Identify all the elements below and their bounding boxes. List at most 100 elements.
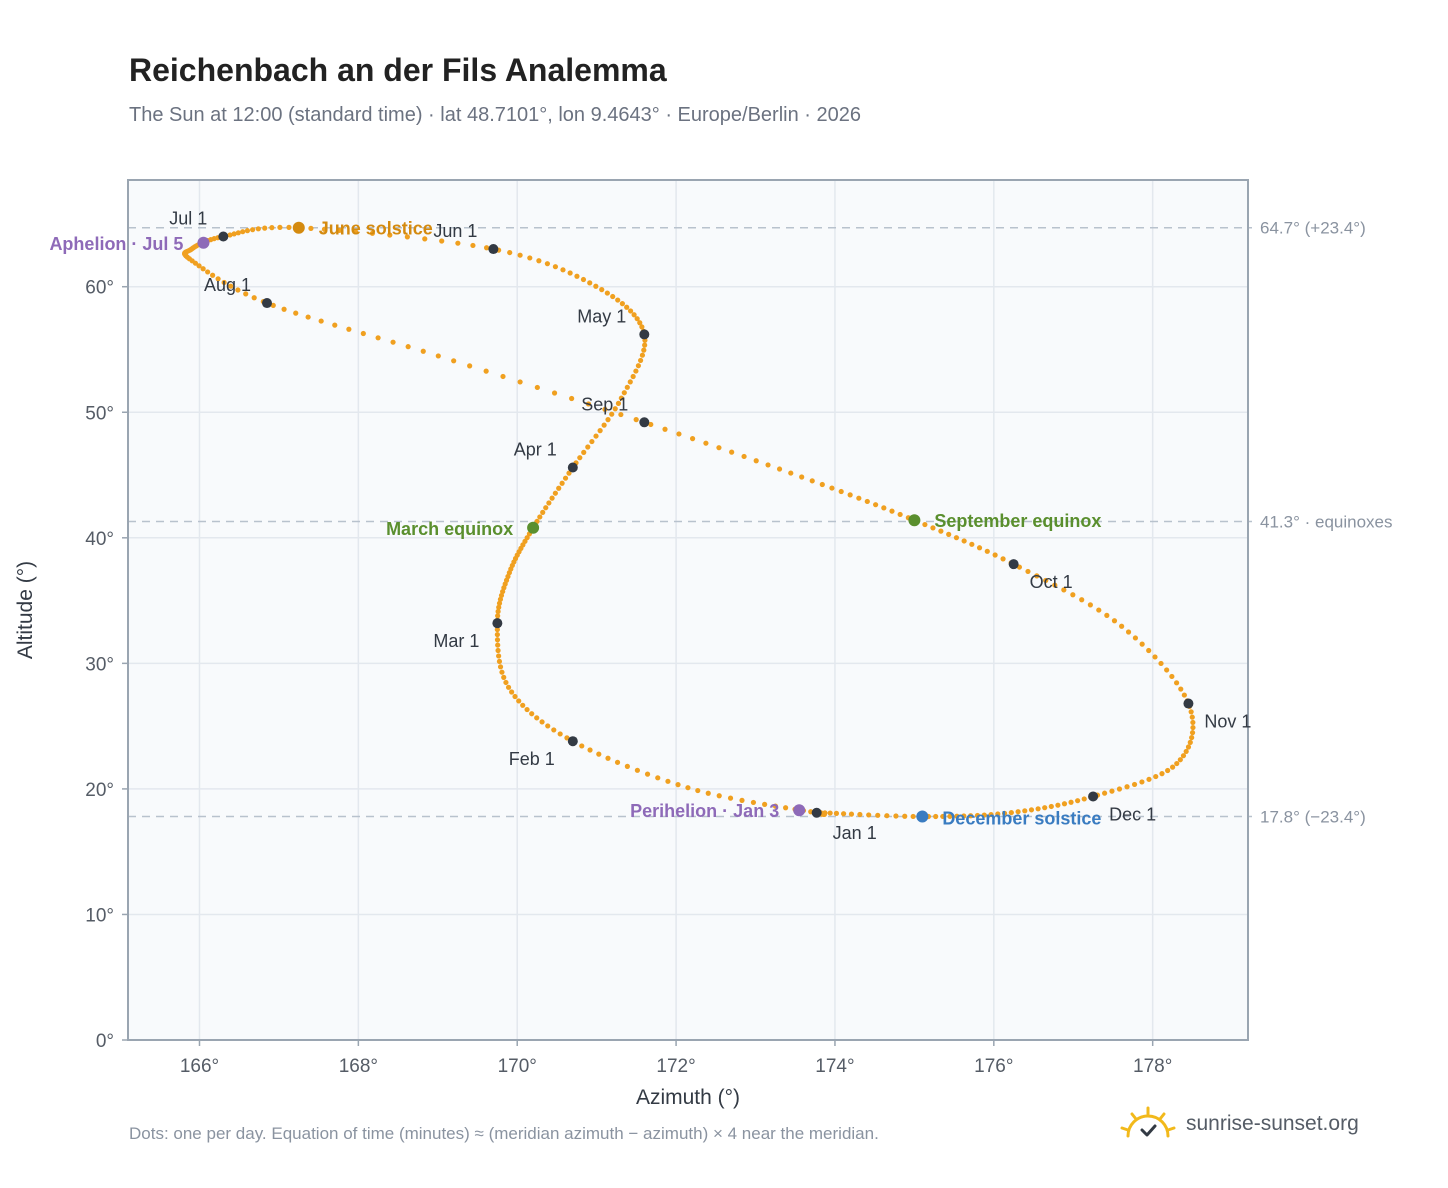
daily-sun-dot xyxy=(605,417,611,423)
daily-sun-dot xyxy=(1022,808,1028,814)
daily-sun-dot xyxy=(897,511,903,518)
daily-sun-dot xyxy=(995,811,1001,817)
daily-sun-dot xyxy=(1158,660,1164,667)
daily-sun-dot xyxy=(321,226,328,232)
daily-sun-dot xyxy=(1189,730,1196,736)
daily-sun-dot xyxy=(954,813,960,819)
daily-sun-dot xyxy=(739,797,745,803)
daily-sun-dot xyxy=(1109,788,1115,794)
daily-sun-dot xyxy=(705,790,711,796)
event-label: September equinox xyxy=(934,511,1101,531)
y-tick-label: 30° xyxy=(85,654,114,675)
daily-sun-dot xyxy=(580,276,587,283)
month-marker-label: Sep 1 xyxy=(581,394,628,414)
daily-sun-dot xyxy=(857,811,863,818)
daily-sun-dot xyxy=(192,260,199,266)
daily-sun-dot xyxy=(637,357,644,364)
month-marker-label: Aug 1 xyxy=(204,275,251,295)
daily-sun-dot xyxy=(1119,623,1125,629)
daily-sun-dot xyxy=(922,521,928,528)
y-tick-label: 10° xyxy=(85,905,114,926)
daily-sun-dot xyxy=(1048,803,1054,810)
daily-sun-dot xyxy=(1188,709,1194,715)
daily-sun-dot xyxy=(579,743,585,749)
daily-sun-dot xyxy=(215,276,221,282)
event-marker xyxy=(908,514,921,527)
daily-sun-dot xyxy=(240,229,246,235)
daily-sun-dot xyxy=(675,782,681,788)
daily-sun-dot xyxy=(1087,602,1093,608)
x-tick-label: 170° xyxy=(498,1056,537,1077)
daily-sun-dot xyxy=(332,322,338,328)
daily-sun-dot xyxy=(809,478,815,484)
daily-sun-dot xyxy=(873,502,879,508)
daily-sun-dot xyxy=(634,767,641,773)
daily-sun-dot xyxy=(495,647,501,654)
daily-sun-dot xyxy=(1185,744,1192,750)
daily-sun-dot xyxy=(634,316,640,322)
daily-sun-dot xyxy=(549,495,555,501)
daily-sun-dot xyxy=(512,693,518,700)
month-marker xyxy=(639,329,650,340)
reference-line-label: 41.3° · equinoxes xyxy=(1260,512,1393,531)
daily-sun-dot xyxy=(601,422,607,428)
month-marker xyxy=(1008,559,1019,570)
daily-sun-dot xyxy=(336,227,343,234)
daily-sun-dot xyxy=(799,474,805,480)
daily-sun-dot xyxy=(984,548,990,554)
daily-sun-dot xyxy=(976,545,983,551)
daily-sun-dot xyxy=(618,395,624,401)
daily-sun-dot xyxy=(893,813,899,819)
daily-sun-dot xyxy=(1104,612,1110,618)
daily-sun-dot xyxy=(1146,647,1152,654)
daily-sun-dot xyxy=(1008,809,1014,816)
x-axis-title: Azimuth (°) xyxy=(636,1086,740,1109)
daily-sun-dot xyxy=(360,330,366,337)
daily-sun-dot xyxy=(451,358,457,364)
daily-sun-dot xyxy=(420,348,426,354)
daily-sun-dot xyxy=(581,449,587,455)
month-marker-label: Mar 1 xyxy=(433,631,479,651)
daily-sun-dot xyxy=(369,230,376,236)
x-tick-label: 176° xyxy=(974,1056,1013,1077)
daily-sun-dot xyxy=(1190,724,1196,731)
daily-sun-dot xyxy=(546,500,552,506)
daily-sun-dot xyxy=(1183,748,1189,755)
daily-sun-dot xyxy=(716,793,722,799)
daily-sun-dot xyxy=(250,227,256,233)
daily-sun-dot xyxy=(938,528,944,534)
daily-sun-dot xyxy=(495,608,501,615)
daily-sun-dot xyxy=(974,812,981,819)
daily-sun-dot xyxy=(1131,781,1138,788)
daily-sun-dot xyxy=(633,417,639,423)
month-marker xyxy=(567,462,578,473)
daily-sun-dot xyxy=(251,295,257,301)
daily-sun-dot xyxy=(624,304,630,310)
daily-sun-dot xyxy=(729,449,735,455)
daily-sun-dot xyxy=(221,279,227,286)
daily-sun-dot xyxy=(1035,806,1041,812)
daily-sun-dot xyxy=(716,445,722,451)
daily-sun-dot xyxy=(838,488,844,495)
daily-sun-dot xyxy=(404,234,410,240)
daily-sun-dot xyxy=(495,642,501,648)
daily-sun-dot xyxy=(633,368,639,374)
month-marker xyxy=(488,244,499,255)
daily-sun-dot xyxy=(262,225,268,231)
x-tick-label: 178° xyxy=(1133,1056,1172,1077)
daily-sun-dot xyxy=(1187,739,1193,745)
chart-title: Reichenbach an der Fils Analemma xyxy=(129,52,667,88)
daily-sun-dot xyxy=(467,363,473,369)
daily-sun-dot xyxy=(494,631,500,638)
daily-sun-dot xyxy=(1116,786,1123,792)
event-marker xyxy=(197,236,210,249)
daily-sun-dot xyxy=(902,813,908,819)
brand[interactable]: sunrise-sunset.org xyxy=(1120,1104,1359,1144)
daily-sun-dot xyxy=(577,455,583,461)
daily-sun-dot xyxy=(644,771,651,777)
daily-sun-dot xyxy=(286,224,292,230)
daily-sun-dot xyxy=(569,395,575,402)
event-label: Aphelion · Jul 5 xyxy=(49,234,183,254)
y-tick-label: 60° xyxy=(85,278,114,299)
daily-sun-dot xyxy=(689,435,696,442)
